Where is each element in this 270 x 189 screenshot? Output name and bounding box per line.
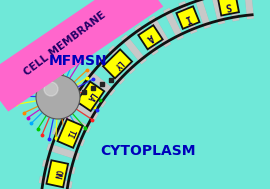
Text: A: A: [145, 32, 156, 43]
Circle shape: [44, 82, 58, 96]
Text: TI: TI: [64, 127, 76, 139]
FancyBboxPatch shape: [46, 160, 68, 187]
Text: ON: ON: [52, 168, 63, 179]
FancyBboxPatch shape: [138, 25, 163, 49]
Text: CYTOPLASM: CYTOPLASM: [100, 144, 196, 158]
FancyBboxPatch shape: [58, 119, 83, 148]
Text: S: S: [225, 0, 232, 11]
Text: MFMSN: MFMSN: [49, 54, 107, 68]
Text: CELL MEMBRANE: CELL MEMBRANE: [22, 10, 107, 77]
FancyBboxPatch shape: [218, 0, 239, 15]
Polygon shape: [0, 0, 163, 112]
Text: LA: LA: [84, 90, 97, 103]
Text: LY: LY: [111, 57, 124, 70]
FancyBboxPatch shape: [176, 6, 200, 29]
Circle shape: [36, 75, 80, 119]
FancyBboxPatch shape: [77, 82, 104, 111]
FancyBboxPatch shape: [103, 49, 132, 78]
Text: I: I: [183, 12, 193, 23]
